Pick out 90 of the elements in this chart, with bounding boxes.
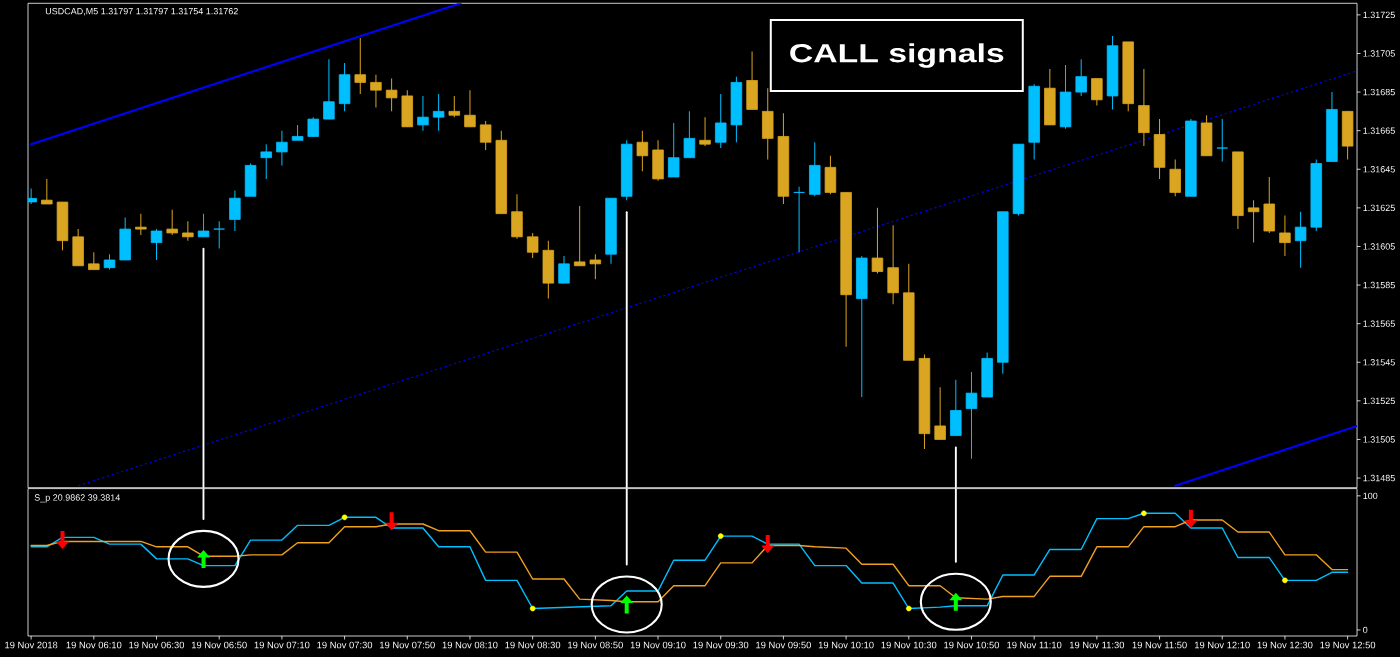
candlestick [150, 228, 163, 261]
y-tick-label: 1.31545 [1363, 359, 1395, 366]
x-tick-label: 19 Nov 07:30 [317, 641, 373, 649]
x-tick-label: 19 Nov 10:50 [944, 641, 1000, 649]
candlestick [1247, 199, 1260, 244]
candlestick [197, 213, 210, 238]
candlestick [260, 143, 272, 180]
candlestick [448, 95, 461, 118]
candlestick [135, 213, 147, 236]
candlestick [589, 253, 602, 280]
x-tick-label: 19 Nov 08:30 [505, 641, 561, 649]
y-tick-label: 1.31565 [1363, 320, 1395, 327]
x-tick-label: 19 Nov 06:50 [191, 641, 247, 649]
x-tick-label: 19 Nov 2018 [5, 641, 58, 649]
candlestick [636, 130, 649, 172]
y-tick-label: 1.31645 [1363, 166, 1395, 173]
candlestick [667, 122, 680, 178]
candlestick [1169, 159, 1181, 197]
x-tick-label: 19 Nov 11:30 [1069, 641, 1125, 649]
point [761, 535, 775, 554]
y-tick-label: 1.31705 [1363, 50, 1395, 57]
x-tick-label: 19 Nov 12:30 [1257, 641, 1313, 649]
candlestick [1294, 211, 1307, 269]
candlestick [229, 190, 241, 232]
point [385, 512, 399, 531]
x-tick-label: 19 Nov 06:30 [129, 641, 185, 649]
text: S_p 20.9862 39.3814 [34, 494, 120, 503]
candlestick [354, 37, 366, 95]
point [717, 533, 724, 539]
y-tick-label: 1.31585 [1363, 281, 1395, 289]
candlestick [526, 232, 539, 259]
candlestick [1075, 58, 1087, 97]
x-tick-label: 19 Nov 11:10 [1007, 641, 1062, 649]
y-tick-label: 1.31665 [1363, 127, 1395, 134]
candlestick [417, 95, 429, 132]
point [55, 531, 69, 550]
x-tick-label: 19 Nov 08:10 [442, 641, 498, 649]
candlestick [276, 130, 288, 166]
candlestick [182, 220, 194, 242]
y-tick-label: 1.31685 [1363, 88, 1395, 96]
candlestick [323, 58, 335, 120]
x-tick-label: 19 Nov 08:50 [568, 641, 623, 649]
chart-title: USDCAD,M5 1.31797 1.31797 1.31754 1.31762 [45, 7, 238, 16]
y-tick-label: 0 [1363, 626, 1368, 634]
candlestick [479, 120, 492, 151]
candlestick [965, 371, 978, 460]
x-tick-label: 19 Nov 07:50 [380, 641, 435, 649]
x-tick-label: 19 Nov 10:10 [818, 641, 874, 649]
candlestick [41, 178, 53, 205]
x-tick-label: 19 Nov 12:10 [1195, 641, 1250, 649]
candlestick [166, 209, 178, 236]
y-tick-label: 1.31525 [1363, 397, 1395, 405]
candlestick [307, 116, 319, 137]
candlestick [573, 205, 586, 267]
point [529, 605, 536, 612]
point [341, 514, 348, 521]
candlestick [793, 186, 805, 253]
candlestick [1091, 78, 1103, 107]
point [905, 605, 912, 612]
y-tick-label: 100 [1363, 492, 1378, 500]
x-tick-label: 19 Nov 09:50 [756, 641, 811, 649]
candlestick [558, 255, 570, 284]
candlestick [1279, 215, 1291, 257]
candlestick [370, 74, 382, 109]
x-tick-label: 19 Nov 06:10 [66, 641, 122, 649]
candlestick [934, 386, 946, 440]
y-tick-label: 1.31505 [1363, 436, 1395, 443]
x-tick-label: 19 Nov 11:50 [1132, 641, 1187, 649]
candlestick [385, 78, 398, 112]
annotation: CALL signals [790, 43, 1004, 68]
candlestick [432, 93, 445, 132]
x-tick-label: 19 Nov 09:30 [693, 641, 749, 649]
candlestick [683, 110, 696, 159]
candlestick [699, 116, 711, 147]
x-tick-label: 19 Nov 12:50 [1320, 641, 1376, 649]
candlestick [213, 220, 225, 249]
y-tick-label: 1.31485 [1363, 474, 1395, 482]
y-tick-label: 1.31725 [1363, 11, 1395, 19]
candlestick [1216, 118, 1228, 163]
y-tick-label: 1.31605 [1363, 243, 1395, 250]
x-tick-label: 19 Nov 09:10 [630, 641, 686, 649]
candlestick [871, 207, 884, 274]
point [1141, 510, 1147, 517]
point [1184, 509, 1198, 528]
candlestick [464, 89, 476, 128]
point [1282, 577, 1288, 584]
y-tick-label: 1.31625 [1363, 204, 1395, 212]
x-tick-label: 19 Nov 07:10 [254, 641, 310, 649]
x-tick-label: 19 Nov 10:30 [881, 641, 937, 649]
candlestick [715, 93, 727, 149]
